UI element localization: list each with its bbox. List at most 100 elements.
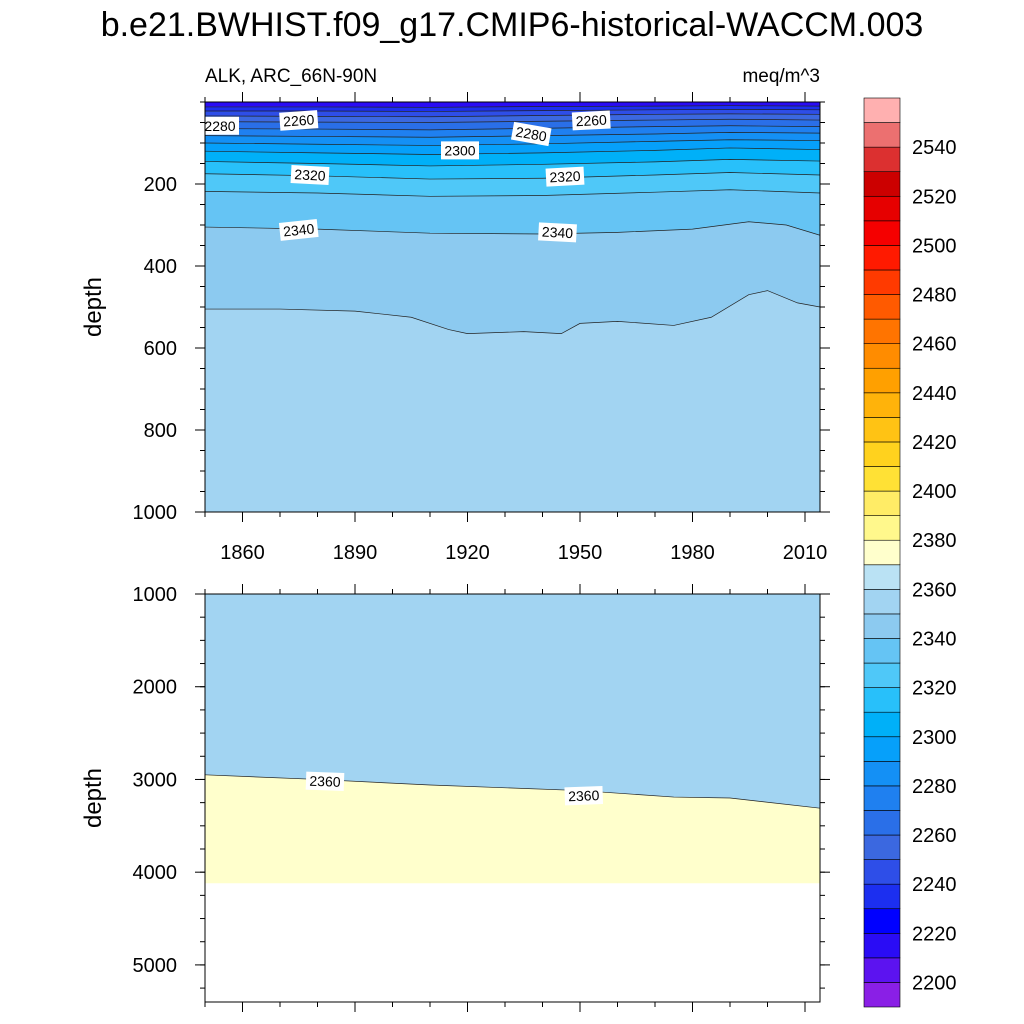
- y-tick-label: 600: [144, 338, 177, 360]
- contour-line: [205, 105, 821, 108]
- colorbar-swatch: [863, 220, 901, 246]
- contour-line: [204, 159, 821, 167]
- contour-fill: [205, 189, 820, 236]
- colorbar-swatch: [863, 294, 901, 320]
- colorbar-swatch: [863, 367, 901, 394]
- colorbar-swatch: [863, 269, 901, 295]
- colorbar-swatch: [863, 122, 901, 148]
- contour-label: 2340: [538, 222, 577, 243]
- contour-fill: [205, 221, 820, 334]
- colorbar-swatch: [863, 490, 901, 516]
- colorbar-swatch: [863, 883, 901, 910]
- colorbar-label: 2480: [912, 285, 957, 307]
- contour-line: [204, 221, 821, 236]
- colorbar-label: 2320: [912, 678, 957, 700]
- contour-label-box: [538, 222, 577, 243]
- colorbar-label: 2440: [912, 383, 957, 405]
- contour-label-box: [571, 110, 611, 131]
- contour-fill: [205, 172, 820, 197]
- contour-label-box: [510, 121, 552, 147]
- contour-label-box: [441, 141, 479, 160]
- contour-fill: [205, 119, 820, 130]
- contour-label: 2280: [201, 116, 239, 135]
- colorbar-swatch: [863, 171, 901, 197]
- colorbar-label: 2420: [912, 432, 957, 454]
- panel-lower: 2360 2360 1000 2000 3000 4000 5000 depth: [80, 584, 830, 1012]
- colorbar-swatch: [863, 466, 901, 492]
- contour-label: 2320: [290, 164, 330, 185]
- contour-label: 2260: [571, 110, 611, 131]
- contour-label-text: 2360: [568, 787, 600, 804]
- colorbar-swatch: [863, 662, 901, 688]
- colorbar-label: 2400: [912, 481, 957, 503]
- colorbar-label: 2200: [912, 972, 957, 994]
- colorbar-swatch: [863, 515, 901, 541]
- contour-label: 2360: [564, 786, 604, 806]
- colorbar-swatch: [863, 245, 901, 271]
- contour-label-text: 2320: [294, 166, 326, 184]
- colorbar-swatch: [863, 638, 901, 664]
- colorbar-label: 2220: [912, 923, 957, 945]
- contour-label-text: 2320: [549, 168, 581, 186]
- colorbar-swatch: [863, 613, 901, 639]
- contour-fill: [205, 113, 820, 123]
- contour-label-box: [278, 218, 319, 241]
- colorbar-label: 2460: [912, 334, 957, 356]
- contour-label-text: 2280: [204, 118, 235, 134]
- y-tick-label: 200: [144, 174, 177, 196]
- y-axis-label: depth: [80, 277, 107, 337]
- x-tick-label: 1920: [445, 542, 490, 564]
- contour-label: 2340: [278, 218, 319, 241]
- contour-fill: [205, 594, 820, 809]
- x-tick-label: 2010: [783, 542, 828, 564]
- colorbar-label: 2380: [912, 530, 957, 552]
- contour-label-text: 2360: [309, 773, 341, 790]
- colorbar-label: 2260: [912, 825, 957, 847]
- y-tick-label: 4000: [133, 862, 178, 884]
- colorbar-swatch: [863, 97, 901, 123]
- colorbar-label: 2240: [912, 874, 957, 896]
- colorbar-label: 2360: [912, 579, 957, 601]
- contour-label-box: [201, 116, 239, 135]
- panel-upper: 2280 2260 2300 2280 2260 2320 2320 2340 2340 200 4…: [80, 92, 830, 524]
- colorbar-swatch: [863, 957, 901, 983]
- colorbar-swatch: [863, 982, 901, 1008]
- plot-panels: 2280 2260 2300 2280 2260 2320 2320 2340 2340 200 4…: [80, 92, 830, 1012]
- y-tick-label: 5000: [133, 955, 178, 977]
- colorbar-swatch: [863, 441, 901, 467]
- contour-label-box: [564, 786, 604, 806]
- colorbar-swatch: [863, 417, 901, 443]
- colorbar-swatch: [863, 146, 901, 173]
- colorbar-label: 2340: [912, 628, 957, 650]
- contour-label-text: 2260: [283, 111, 315, 129]
- contour-line: [204, 147, 821, 155]
- chart-units: meq/m^3: [742, 66, 820, 87]
- y-tick-label: 800: [144, 420, 177, 442]
- chart-title: b.e21.BWHIST.f09_g17.CMIP6-historical-WA…: [101, 6, 924, 44]
- contour-fill: [205, 774, 820, 884]
- y-tick-label: 3000: [133, 769, 178, 791]
- contour-label: 2280: [510, 121, 552, 147]
- chart-subtitle-left: ALK, ARC_66N-90N: [205, 66, 377, 87]
- colorbar-label: 2540: [912, 137, 957, 159]
- x-tick-label: 1980: [670, 542, 715, 564]
- contour-label-box: [545, 166, 585, 187]
- colorbar-swatch: [863, 932, 901, 959]
- colorbar-swatch: [863, 785, 901, 811]
- contour-fill: [205, 290, 820, 512]
- contour-label: 2300: [441, 141, 479, 160]
- colorbar-swatch: [863, 834, 901, 860]
- y-tick-label: 1000: [133, 584, 178, 606]
- contour-label: 2320: [545, 166, 585, 187]
- colorbar-swatch: [863, 736, 901, 762]
- contour-label: 2260: [279, 110, 319, 131]
- y-tick-label: 400: [144, 256, 177, 278]
- colorbar-label: 2300: [912, 727, 957, 749]
- contour-label-text: 2340: [282, 220, 315, 239]
- colorbar-label: 2520: [912, 186, 957, 208]
- colorbar-swatch: [863, 392, 901, 418]
- contour-fill: [205, 159, 820, 180]
- plot-frame: [204, 593, 821, 1003]
- colorbar-label: 2280: [912, 776, 957, 798]
